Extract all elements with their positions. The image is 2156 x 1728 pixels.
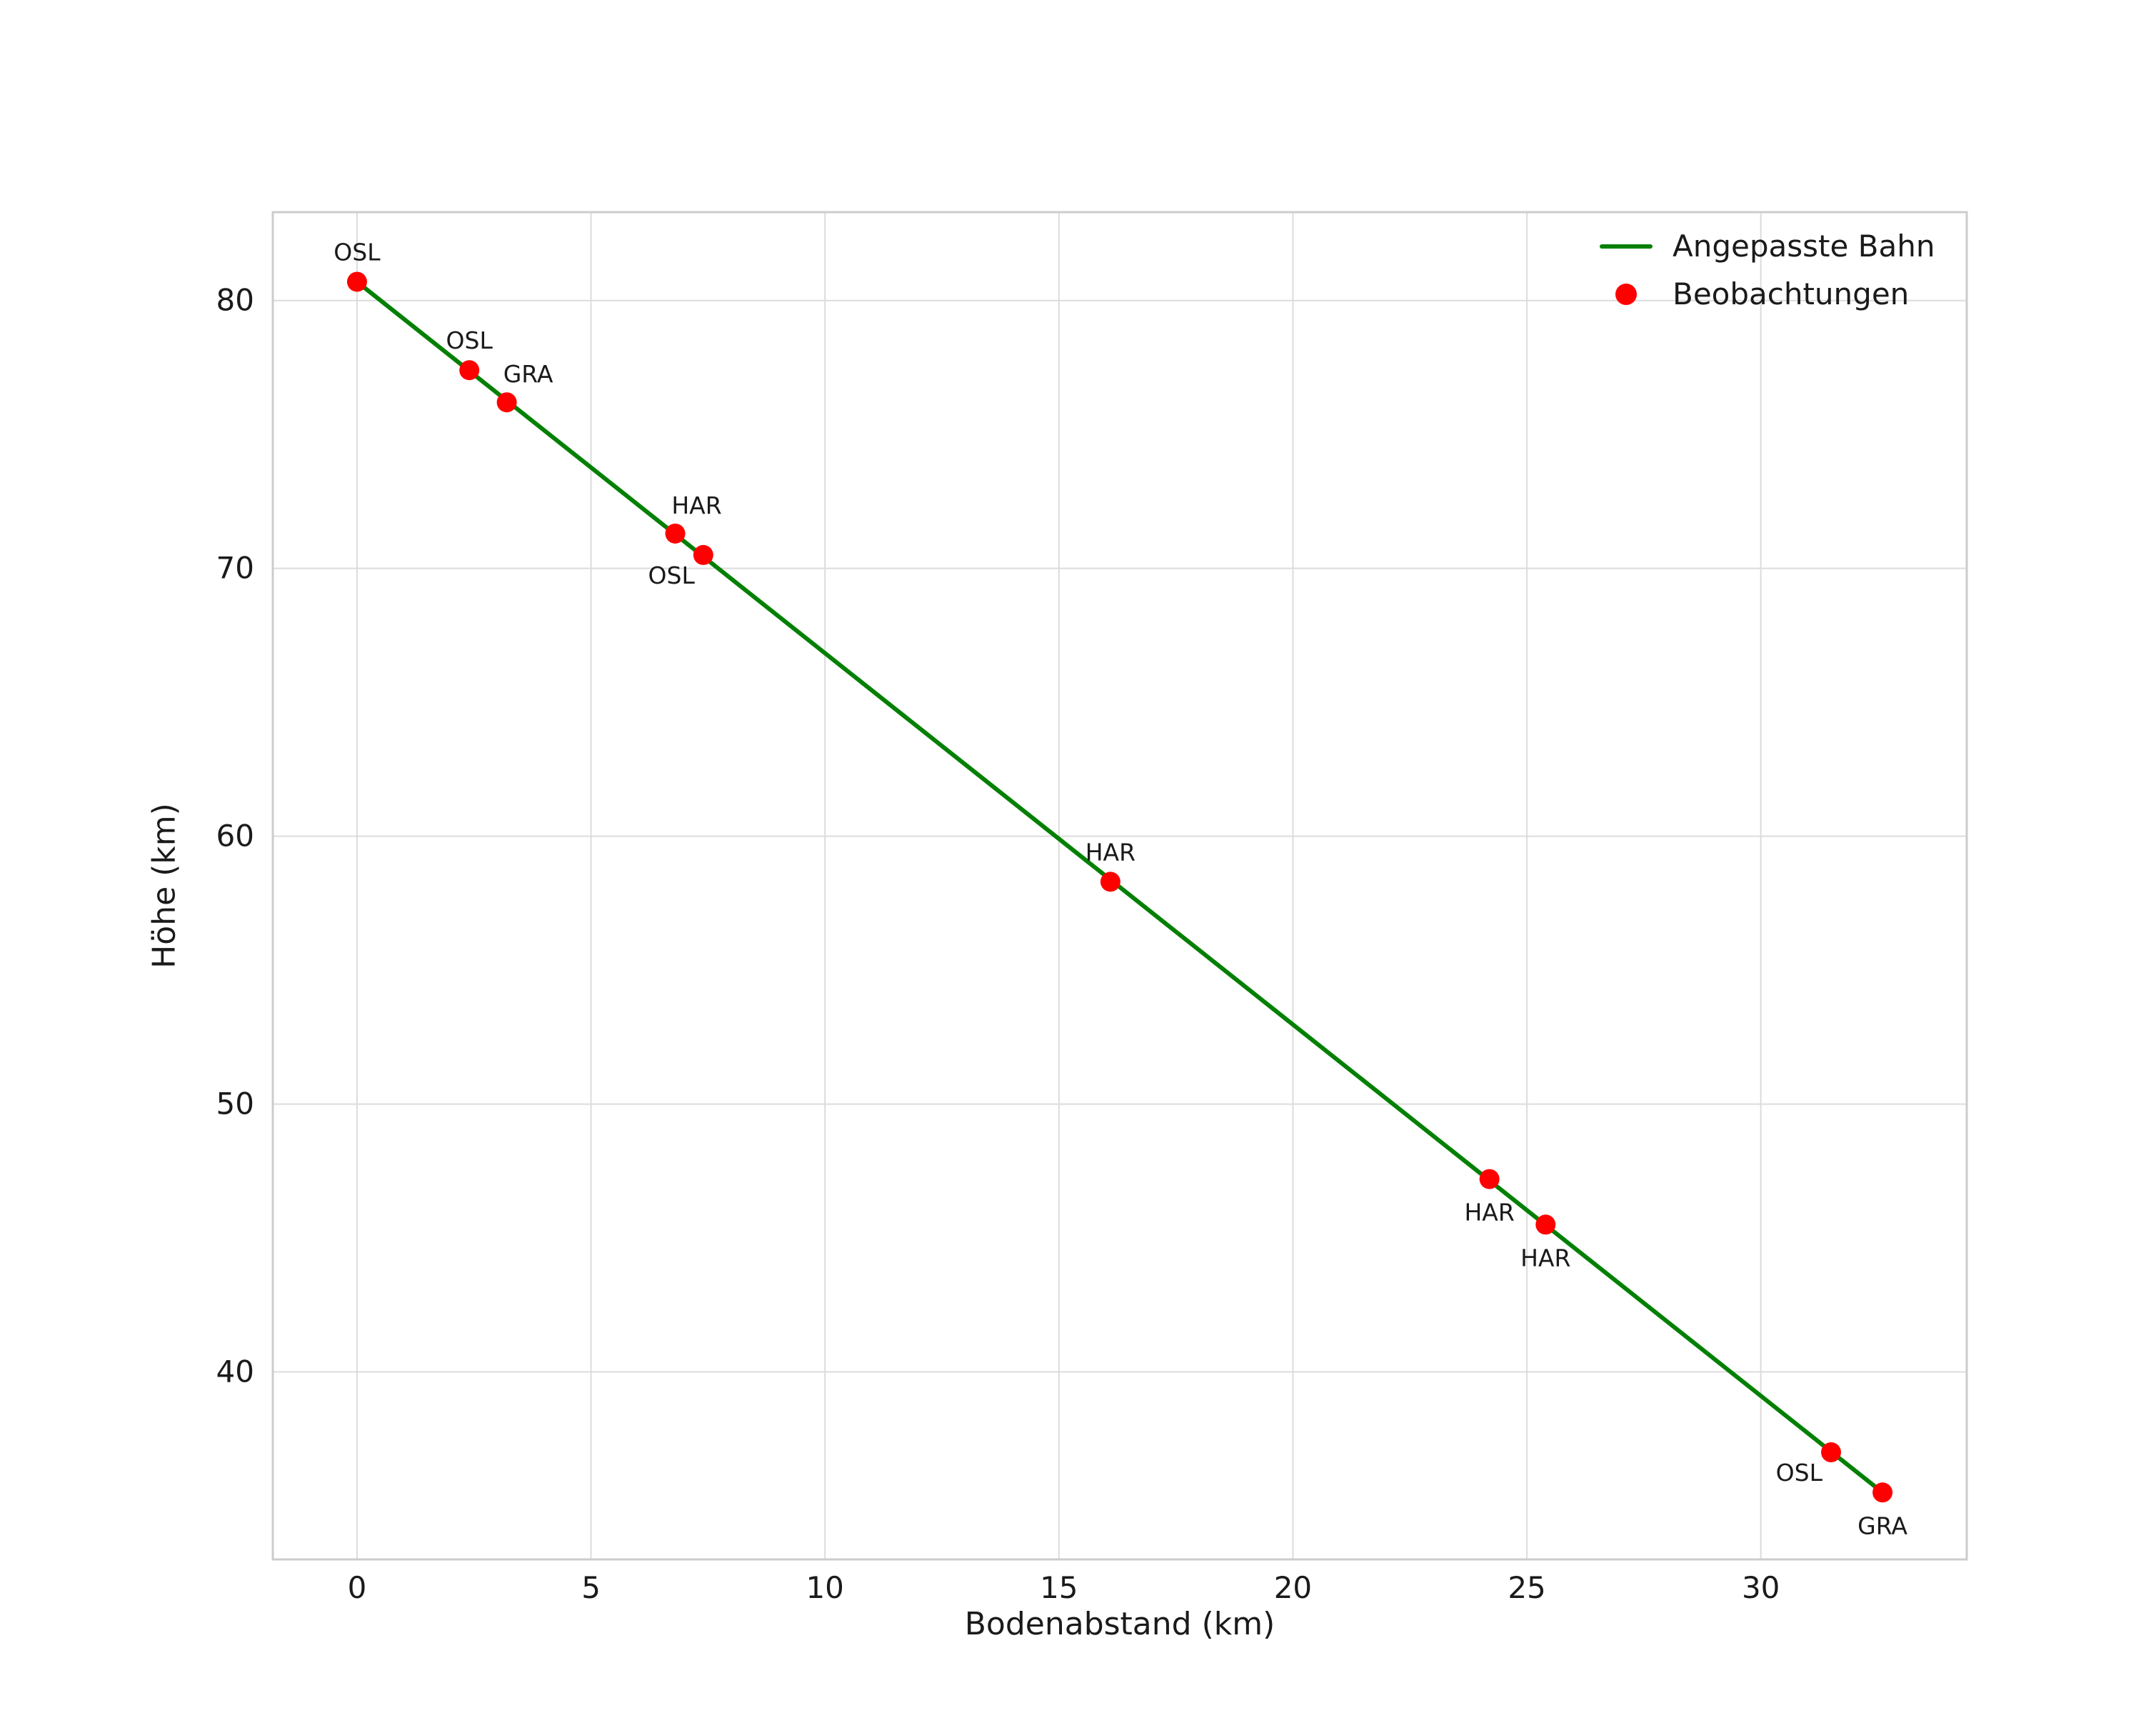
point-label: OSL — [648, 561, 696, 589]
legend: Angepasste Bahn Beobachtungen — [1600, 229, 1935, 311]
legend-entry: Beobachtungen — [1600, 276, 1935, 311]
observation-point — [693, 544, 713, 565]
point-label: HAR — [1085, 838, 1135, 866]
y-tick-label: 50 — [216, 1087, 254, 1122]
observation-point — [665, 523, 686, 544]
y-axis-label: Höhe (km) — [146, 803, 183, 969]
y-tick-label: 60 — [216, 819, 254, 854]
observation-point — [1479, 1169, 1500, 1189]
y-tick-label: 70 — [216, 551, 254, 586]
observation-point — [1872, 1482, 1893, 1503]
legend-label: Beobachtungen — [1673, 276, 1910, 311]
point-label: HAR — [671, 491, 721, 519]
x-tick-label: 15 — [1040, 1570, 1078, 1605]
x-tick-label: 20 — [1274, 1570, 1312, 1605]
observation-point — [346, 271, 367, 292]
observation-point — [1820, 1442, 1841, 1463]
legend-line-swatch — [1600, 244, 1653, 249]
fitted-line — [354, 279, 1885, 1495]
point-label: OSL — [334, 238, 381, 266]
plot-border — [271, 211, 1968, 1561]
y-tick-label: 80 — [216, 283, 254, 318]
point-label: OSL — [446, 326, 493, 354]
x-tick-label: 30 — [1742, 1570, 1780, 1605]
x-tick-label: 5 — [581, 1570, 601, 1605]
observation-point — [1535, 1214, 1556, 1235]
x-axis-label: Bodenabstand (km) — [964, 1606, 1275, 1642]
legend-marker-swatch — [1615, 283, 1637, 305]
legend-entry: Angepasste Bahn — [1600, 229, 1935, 264]
x-tick-label: 0 — [348, 1570, 367, 1605]
point-label: GRA — [1857, 1512, 1907, 1539]
point-label: HAR — [1464, 1199, 1514, 1227]
point-label: HAR — [1520, 1244, 1570, 1272]
point-label: OSL — [1776, 1459, 1823, 1487]
legend-label: Angepasste Bahn — [1673, 229, 1935, 264]
x-tick-label: 10 — [806, 1570, 843, 1605]
observation-point — [496, 392, 517, 413]
y-tick-label: 40 — [216, 1354, 254, 1389]
point-label: GRA — [503, 360, 553, 388]
observation-point — [1100, 872, 1120, 892]
x-tick-label: 25 — [1508, 1570, 1545, 1605]
observation-point — [459, 360, 480, 381]
